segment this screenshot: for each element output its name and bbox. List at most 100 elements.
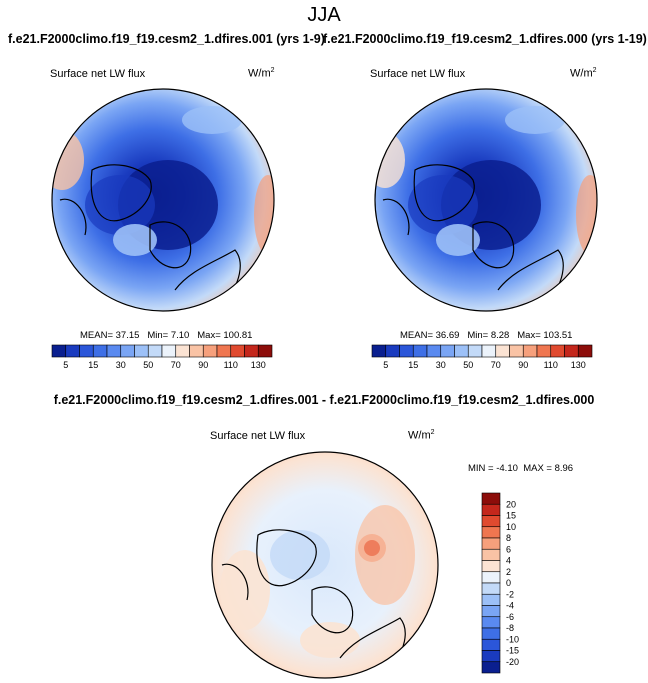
panel1-warm-west: [52, 130, 84, 190]
right-panel-header: f.e21.F2000climo.f19_f19.cesm2_1.dfires.…: [323, 32, 647, 46]
panel3-map: [212, 452, 438, 678]
panel1-colorbar-swatch: [189, 344, 204, 358]
panel2-colorbar-swatch: [522, 344, 538, 358]
panel1-colorbar-swatch: [257, 344, 273, 358]
panel2-colorbar-swatch: [536, 344, 552, 358]
panel1-pacific: [182, 106, 242, 134]
panel1-max: Max= 100.81: [197, 330, 253, 341]
panel3-colorbar-swatch: [481, 582, 501, 595]
panel3-colorbar-tick-label: -10: [506, 634, 519, 644]
panel1-map: [52, 89, 274, 311]
panel1-colorbar-tick-label: 70: [171, 360, 181, 370]
panel2-colorbar-tick-label: 50: [463, 360, 473, 370]
panel2-variable-label: Surface net LW flux: [370, 68, 466, 80]
panel1-greenland: [113, 224, 157, 256]
panel1-colorbar-tick-label: 130: [251, 360, 266, 370]
panel3-colorbar-swatch: [481, 560, 501, 573]
panel1-colorbar-swatch: [175, 344, 190, 358]
panel2-stats: MEAN= 36.69 Min= 8.28 Max= 103.51: [400, 330, 572, 341]
panel1-colorbar-tick-label: 90: [198, 360, 208, 370]
panel2-colorbar: 5 15 30 50 70 90 110 130: [371, 344, 593, 370]
panel3-colorbar-tick-label: 4: [506, 556, 511, 566]
panel3-min: MIN = -4.10: [468, 463, 518, 474]
panel3-warm-west: [220, 550, 270, 630]
panel1-coast-b: [149, 221, 192, 269]
panel3-colorbar-tick-label: 20: [506, 499, 516, 509]
panel2-colorbar-tick-label: 30: [436, 360, 446, 370]
panel1-colorbar-swatch: [161, 344, 177, 358]
panel2-colorbar-swatch: [481, 344, 497, 358]
panel1-coast-d: [59, 198, 87, 236]
panel3-colorbar-swatch: [481, 627, 501, 640]
panel3-variable-label: Surface net LW flux: [210, 430, 306, 442]
panel2-warm-west: [375, 132, 405, 188]
panel2-colorbar-tick-label: 90: [518, 360, 528, 370]
panel2-pacific: [505, 106, 565, 134]
panel2-colorbar-tick-label: 70: [491, 360, 501, 370]
panel1-min: Min= 7.10: [147, 330, 190, 341]
panel1-colorbar-swatch: [79, 344, 94, 358]
panel2-colorbar-swatch: [577, 344, 593, 358]
panel3-coast-a: [256, 529, 317, 587]
panel1-warm-east: [254, 175, 274, 255]
panel2-colorbar-swatch: [440, 344, 455, 358]
panel2-warm-east: [576, 175, 597, 255]
panel2-mean: MEAN= 36.69: [400, 330, 460, 341]
panel2-coast-a: [413, 164, 475, 222]
panel3-coast-d: [221, 563, 249, 601]
season-title: JJA: [307, 4, 341, 26]
panel3-warm-east: [355, 505, 415, 605]
panel3-colorbar-tick-label: 8: [506, 533, 511, 543]
panel3-colorbar-tick-label: 6: [506, 544, 511, 554]
panel1-colorbar-swatch: [92, 344, 108, 358]
diff-header: f.e21.F2000climo.f19_f19.cesm2_1.dfires.…: [53, 393, 595, 407]
panel3-colorbar-swatch: [481, 616, 501, 629]
panel1-colorbar: 5 15 30 50 70 90 110 130: [51, 344, 273, 370]
panel2-canada-band: [408, 175, 478, 235]
panel3-cool-core: [270, 530, 330, 580]
panel3-colorbar-swatch: [481, 593, 501, 606]
panel1-colorbar-swatch: [134, 344, 149, 358]
panel1-colorbar-tick-label: 5: [63, 360, 68, 370]
panel3-colorbar-tick-label: -2: [506, 589, 514, 599]
panel3-colorbar-swatch: [481, 605, 501, 618]
panel1-stats: MEAN= 37.15 Min= 7.10 Max= 100.81: [80, 330, 252, 341]
panel3-colorbar-tick-label: -6: [506, 612, 514, 622]
panel2-colorbar-swatch: [454, 344, 469, 358]
panel2-colorbar-swatch: [564, 344, 579, 358]
panel1-variable-label: Surface net LW flux: [50, 68, 146, 80]
panel3-colorbar-swatch: [481, 537, 501, 550]
panel2-units: W/m2: [570, 67, 597, 80]
panel3-colorbar-tick-label: 0: [506, 578, 511, 588]
panel2-colorbar-swatch: [412, 344, 428, 358]
panel3-colorbar-swatch: [481, 515, 501, 528]
panel1-colorbar-tick-label: 50: [143, 360, 153, 370]
panel3-colorbar-tick-label: -4: [506, 601, 514, 611]
panel1-colorbar-swatch: [106, 344, 122, 358]
panel1-boundary: [51, 88, 275, 312]
panel1-colorbar-swatch: [244, 344, 259, 358]
panel3-colorbar-swatch: [481, 661, 501, 674]
panel3-max-halo: [358, 534, 386, 562]
panel2-colorbar-swatch: [467, 344, 483, 358]
panel2-colorbar-swatch: [385, 344, 400, 358]
panel2-colorbar-swatch: [426, 344, 442, 358]
panel2-boundary: [374, 88, 598, 312]
panel2-map: [375, 89, 597, 311]
panel1-colorbar-swatch: [51, 344, 67, 358]
panel3-colorbar-swatch: [481, 503, 501, 516]
panel1-colorbar-swatch: [65, 344, 80, 358]
panel1-colorbar-swatch: [147, 344, 163, 358]
panel3-stats: MIN = -4.10 MAX = 8.96: [468, 463, 573, 474]
panel1-colorbar-swatch: [230, 344, 245, 358]
panel3-warm-south: [300, 622, 360, 658]
panel3-colorbar-tick-label: 2: [506, 567, 511, 577]
panel2-colorbar-tick-label: 130: [571, 360, 586, 370]
panel2-colorbar-swatch: [495, 344, 510, 358]
panel3-coast-b: [311, 586, 354, 634]
panel3-colorbar-swatch: [481, 526, 501, 539]
left-panel-header: f.e21.F2000climo.f19_f19.cesm2_1.dfires.…: [8, 32, 325, 46]
panel1-colorbar-swatch: [202, 344, 218, 358]
